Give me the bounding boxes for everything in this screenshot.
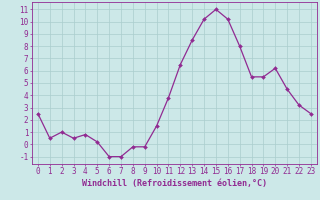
X-axis label: Windchill (Refroidissement éolien,°C): Windchill (Refroidissement éolien,°C) [82, 179, 267, 188]
